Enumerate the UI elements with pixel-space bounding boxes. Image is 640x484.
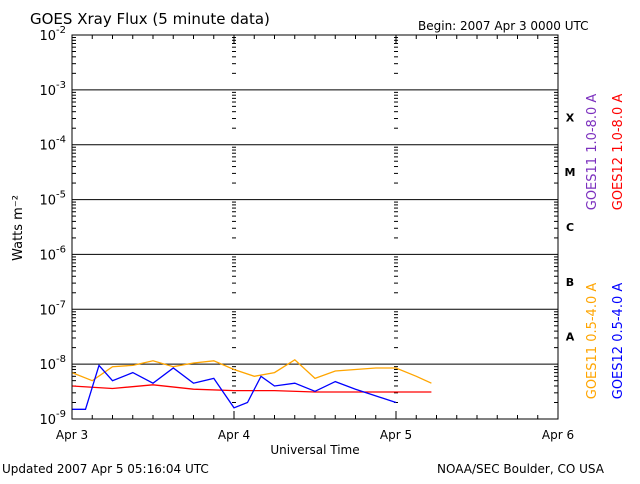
y-tick-label: 10-3	[39, 80, 66, 99]
updated-label: Updated 2007 Apr 5 05:16:04 UTC	[2, 462, 209, 476]
x-tick-label: Apr 6	[542, 428, 574, 442]
legend-entry: GOES11 1.0-8.0 A	[585, 94, 600, 211]
x-tick-label: Apr 5	[380, 428, 412, 442]
y-tick-label: 10-8	[39, 354, 66, 373]
x-tick-labels: Apr 3 Apr 4 Apr 5 Apr 6	[56, 428, 574, 442]
series-layer	[71, 358, 432, 410]
y-tick-label: 10-5	[39, 190, 66, 209]
flare-class-label: M	[565, 166, 576, 179]
y-tick-label: 10-2	[39, 25, 66, 44]
y-tick-label: 10-4	[39, 135, 66, 154]
plot-frame	[71, 34, 559, 420]
series-line	[71, 358, 432, 384]
flare-class-label: B	[566, 276, 574, 289]
series-line	[71, 384, 432, 393]
series-line	[72, 364, 397, 410]
y-tick-labels: 10-2 10-3 10-4 10-5 10-6 10-7 10-8 10-9	[39, 25, 66, 428]
begin-label: Begin: 2007 Apr 3 0000 UTC	[418, 19, 589, 33]
y-axis-label: Watts m⁻²	[11, 195, 26, 261]
legend-entry: GOES12 0.5-4.0 A	[611, 283, 626, 400]
flare-class-label: C	[566, 221, 574, 234]
y-tick-label: 10-7	[39, 299, 66, 318]
legend-entry: GOES11 0.5-4.0 A	[585, 283, 600, 400]
flare-class-label: X	[566, 111, 575, 124]
flare-class-labels: X M C B A	[565, 111, 576, 343]
legend-entry: GOES12 1.0-8.0 A	[611, 94, 626, 211]
y-tick-label: 10-6	[39, 244, 66, 263]
flare-class-label: A	[566, 331, 575, 344]
x-tick-label: Apr 3	[56, 428, 88, 442]
x-axis-label: Universal Time	[270, 443, 359, 457]
chart-title: GOES Xray Flux (5 minute data)	[30, 10, 270, 28]
x-tick-label: Apr 4	[218, 428, 250, 442]
grid-layer	[72, 35, 558, 419]
credit-label: NOAA/SEC Boulder, CO USA	[437, 462, 605, 476]
y-tick-label: 10-9	[39, 409, 66, 428]
legend: GOES11 1.0-8.0 A GOES12 1.0-8.0 A GOES11 0…	[585, 94, 626, 400]
